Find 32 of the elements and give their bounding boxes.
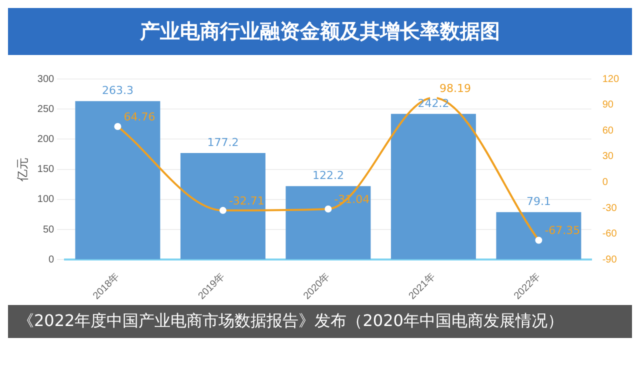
y-tick-label: 150 — [37, 164, 55, 176]
data-label: 98.19 — [439, 82, 471, 95]
text: 《2022年度中国产业电商市场数据报告》发布（2020年中国电商发展情况） — [8, 305, 632, 338]
bar — [496, 212, 582, 260]
y2-tick-label: 120 — [602, 74, 620, 85]
data-label: 263.3 — [102, 84, 134, 98]
y2-tick-label: 90 — [602, 100, 614, 111]
y-tick-label: 50 — [42, 224, 55, 236]
bar — [180, 152, 266, 260]
y-tick-label: 100 — [37, 194, 55, 206]
data-label: 177.2 — [207, 136, 239, 149]
y2-tick-label: -60 — [602, 228, 618, 240]
bar — [286, 186, 371, 260]
y-tick-label: 0 — [48, 254, 55, 266]
data-label: 242.2 — [418, 96, 450, 110]
y2-tick-label: 0 — [602, 177, 608, 188]
y-axis-title: 亿元 — [16, 157, 30, 182]
bar — [75, 101, 160, 260]
y2-tick-label: 30 — [602, 151, 614, 162]
data-label: -32.71 — [228, 194, 264, 208]
y-tick-label: 250 — [37, 104, 55, 115]
data-label: 64.76 — [124, 110, 156, 124]
y2-tick-label: -30 — [602, 202, 618, 214]
bar — [390, 114, 476, 260]
chart-title: 产业电商行业融资金额及其增长率数据图 — [8, 8, 632, 55]
data-label: -67.35 — [544, 224, 580, 238]
y2-tick-label: 60 — [602, 125, 614, 136]
y-tick-label: 200 — [37, 134, 55, 145]
y2-tick-label: -90 — [602, 254, 618, 266]
data-label: 79.1 — [526, 195, 551, 208]
data-label: 122.2 — [312, 169, 344, 182]
y-tick-label: 300 — [37, 74, 55, 85]
